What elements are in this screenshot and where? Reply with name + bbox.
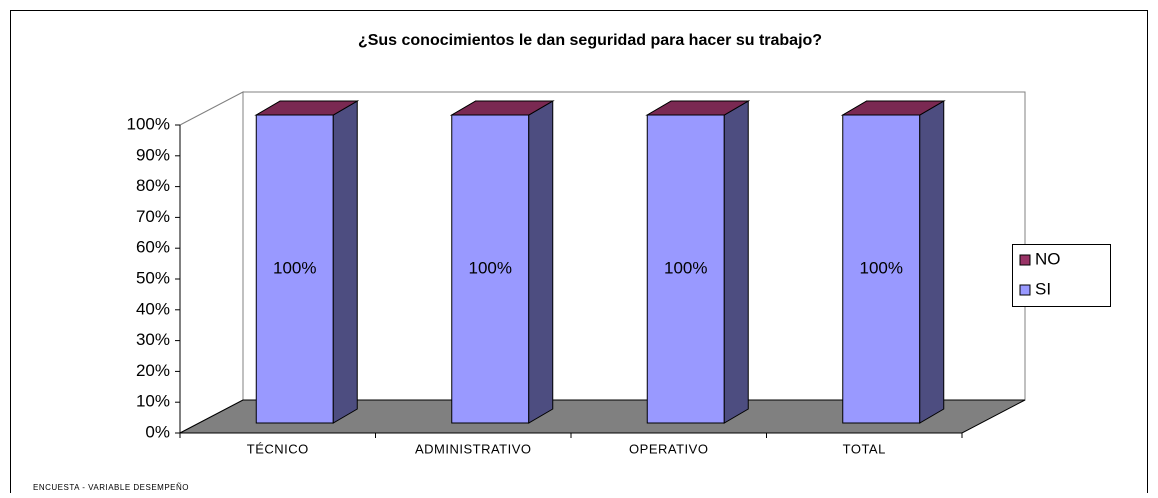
- bar-top: [840, 100, 946, 116]
- plot: 0% 10% 20% 30% 40% 50% 60% 70% 80% 90% 100% NO SI TÉC…: [127, 91, 1111, 456]
- legend-swatch: [1019, 284, 1031, 296]
- bar-top: [645, 100, 751, 116]
- x-tick-label: OPERATIVO: [629, 441, 708, 456]
- bar-top: [449, 100, 555, 116]
- legend-box: [1012, 244, 1111, 307]
- y-tick-label: 80%: [136, 176, 170, 195]
- x-tick-label: TOTAL: [843, 441, 886, 456]
- legend-label: SI: [1035, 279, 1051, 298]
- y-tick-label: 20%: [136, 361, 170, 380]
- data-label: 100%: [273, 258, 316, 277]
- bar-side: [919, 100, 945, 424]
- bar-side: [528, 100, 554, 424]
- bar-front: [255, 114, 334, 424]
- y-tick-label: 10%: [136, 392, 170, 411]
- y-tick-label: 90%: [136, 145, 170, 164]
- y-tick-label: 50%: [136, 268, 170, 287]
- bar-side: [723, 100, 749, 424]
- y-tick-label: 60%: [136, 238, 170, 257]
- data-label: 100%: [469, 258, 512, 277]
- data-label: 100%: [860, 258, 903, 277]
- y-tick-label: 70%: [136, 207, 170, 226]
- data-label: 100%: [664, 258, 707, 277]
- y-tick-label: 30%: [136, 330, 170, 349]
- legend-swatch: [1019, 254, 1031, 266]
- bar-front: [451, 114, 530, 424]
- bar-front: [842, 114, 921, 424]
- y-tick-label: 40%: [136, 299, 170, 318]
- bar-side: [332, 100, 358, 424]
- bar-top: [254, 100, 360, 116]
- bar-front: [646, 114, 725, 424]
- x-tick-label: ADMINISTRATIVO: [415, 441, 532, 456]
- legend-label: NO: [1035, 249, 1061, 268]
- y-tick-label: 100%: [127, 114, 170, 133]
- chart-title: ¿Sus conocimientos le dan seguridad para…: [358, 32, 822, 49]
- x-tick-label: TÉCNICO: [247, 441, 309, 456]
- y-tick-label: 0%: [145, 422, 170, 441]
- footnote: ENCUESTA - VARIABLE DESEMPEÑO: [33, 483, 189, 492]
- side-wall: [179, 91, 244, 434]
- legend: NO SI: [1012, 244, 1111, 307]
